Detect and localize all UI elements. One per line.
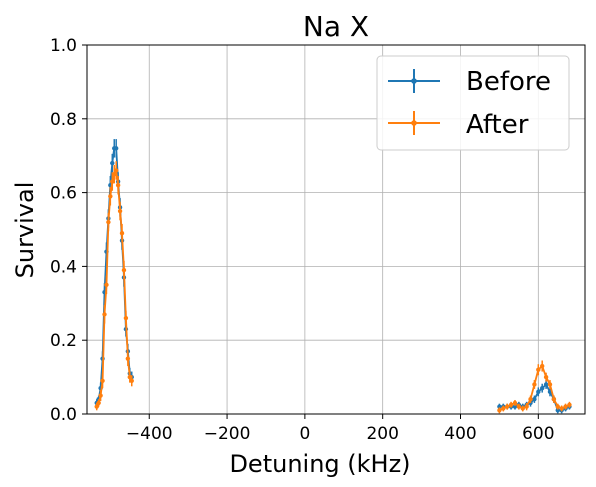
data-point-after [115,183,121,188]
x-tick-label: 400 [444,424,476,444]
data-point-after [110,179,115,184]
data-point-before [497,404,502,409]
data-point-after [520,406,525,411]
data-point-after [532,382,537,387]
data-point-after [100,378,105,383]
data-point-before [536,389,541,395]
data-point-after [528,397,533,402]
data-point-after [536,367,541,372]
data-point-before [113,146,119,151]
y-tick-label: 1.0 [50,36,77,56]
data-point-after [540,363,545,369]
legend-label-after: After [466,110,529,140]
data-point-before [512,404,518,409]
data-point-after [563,404,568,409]
data-point-after [508,402,514,407]
data-point-after [497,408,502,413]
data-point-after [96,400,101,406]
y-axis-label: Survival [11,182,39,279]
x-tick-label: 600 [522,424,554,444]
y-tick-label: 0.8 [50,110,77,130]
legend: Before After [376,55,570,151]
x-tick-label: 0 [299,424,310,444]
data-point-after [113,168,119,173]
x-tick-label: −200 [204,424,251,444]
data-point-after [129,378,134,383]
y-tick-label: 0.0 [50,405,77,425]
data-point-after [543,374,549,380]
data-point-after [504,404,510,409]
data-point-after [512,400,518,406]
data-point-after [501,406,506,411]
data-point-after [547,382,553,387]
data-point-after [104,282,109,288]
data-point-after [108,194,113,199]
data-point-before [543,382,549,387]
data-point-after [117,208,123,214]
x-axis-label: Detuning (kHz) [229,450,410,478]
y-tick-label: 0.4 [50,257,77,277]
legend-box [376,55,570,151]
data-point-after [98,393,103,398]
ticks: −400 −200 0 200 400 600 0.0 0.2 0.4 0.6 0.8 1.0 [50,36,555,444]
data-point-after [559,406,564,411]
data-point-before [532,397,537,402]
legend-label-before: Before [466,67,551,97]
data-point-after [551,397,557,402]
legend-marker-after [411,120,417,126]
y-tick-label: 0.6 [50,184,77,204]
data-point-before [540,385,545,391]
data-point-after [555,404,560,409]
data-point-after [102,312,107,317]
data-point-after [516,404,522,409]
data-point-after [94,404,99,409]
legend-marker-before [411,78,417,84]
data-point-after [524,404,529,409]
plot-frame [86,44,586,415]
data-point-before [555,408,560,413]
data-point-after [106,219,111,225]
series-after [94,161,572,414]
data-point-after [121,267,127,273]
data-point-after [125,356,131,361]
data-point-after [112,171,117,177]
data-point-after [119,230,125,236]
plot-data [94,139,572,414]
data-point-after [127,374,132,380]
data-point-after [567,402,572,407]
x-tick-label: −400 [126,424,173,444]
x-tick-label: 200 [366,424,398,444]
data-point-before [110,160,115,166]
data-point-after [123,315,129,321]
chart-title: Na X [303,10,369,43]
y-tick-label: 0.2 [50,331,77,351]
